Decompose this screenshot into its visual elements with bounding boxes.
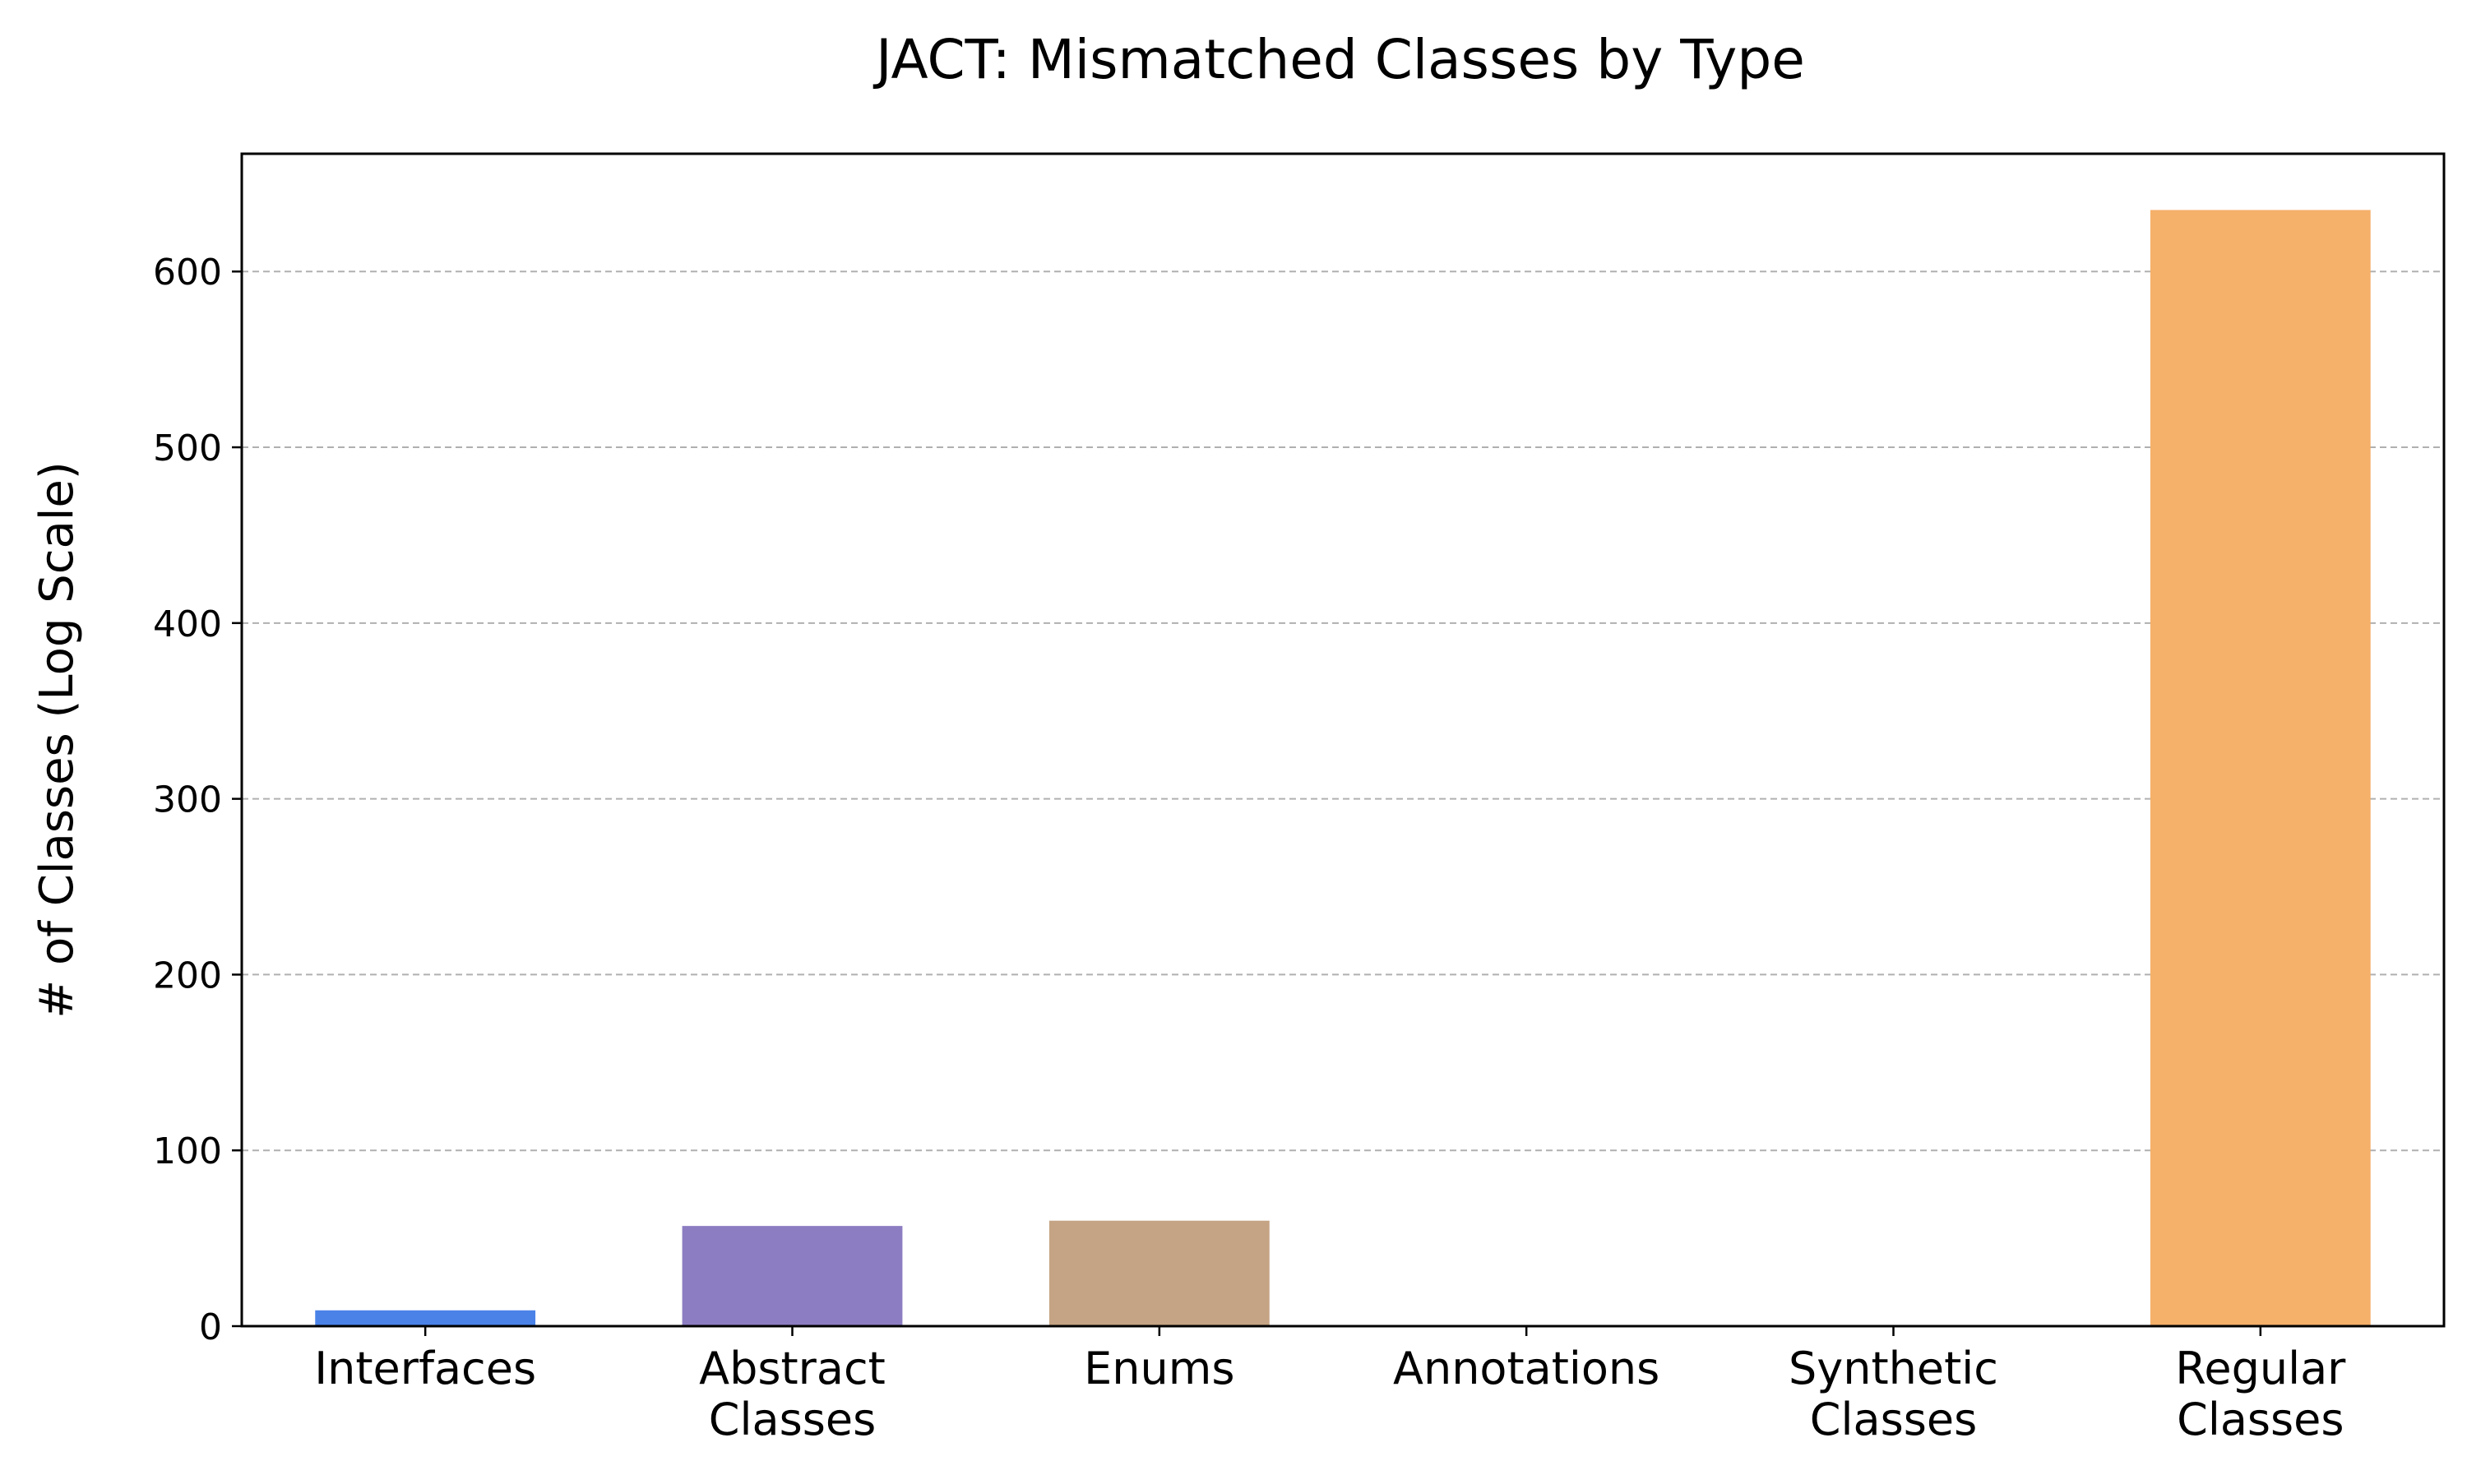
x-tick-label: Classes: [1810, 1394, 1977, 1445]
bars: [315, 210, 2371, 1326]
x-tick-label: Interfaces: [314, 1343, 536, 1394]
y-tick-label: 500: [153, 428, 222, 469]
y-tick-label: 100: [153, 1130, 222, 1172]
x-tick-label: Regular: [2175, 1343, 2346, 1394]
bar: [315, 1310, 536, 1326]
gridlines: [242, 270, 2444, 1152]
bar: [682, 1226, 903, 1326]
bar: [1048, 1220, 1270, 1326]
y-axis-ticks: 0 100 200 300 400 500 600: [153, 252, 242, 1348]
y-tick-label: 400: [153, 603, 222, 645]
chart-title: JACT: Mismatched Classes by Type: [872, 28, 1805, 91]
x-tick-label: Annotations: [1393, 1343, 1659, 1394]
y-tick-label: 200: [153, 955, 222, 996]
x-tick-label: Classes: [2177, 1394, 2344, 1445]
x-tick-label: Classes: [709, 1394, 876, 1445]
y-axis-label: # of Classes (Log Scale): [30, 461, 84, 1018]
bar: [2150, 210, 2371, 1326]
x-tick-label: Enums: [1084, 1343, 1234, 1394]
y-tick-label: 300: [153, 779, 222, 821]
x-tick-label: Abstract: [699, 1343, 886, 1394]
plot-frame: [240, 152, 2446, 1328]
y-tick-label: 0: [199, 1306, 222, 1348]
x-tick-label: Synthetic: [1789, 1343, 1998, 1394]
y-tick-label: 600: [153, 252, 222, 294]
